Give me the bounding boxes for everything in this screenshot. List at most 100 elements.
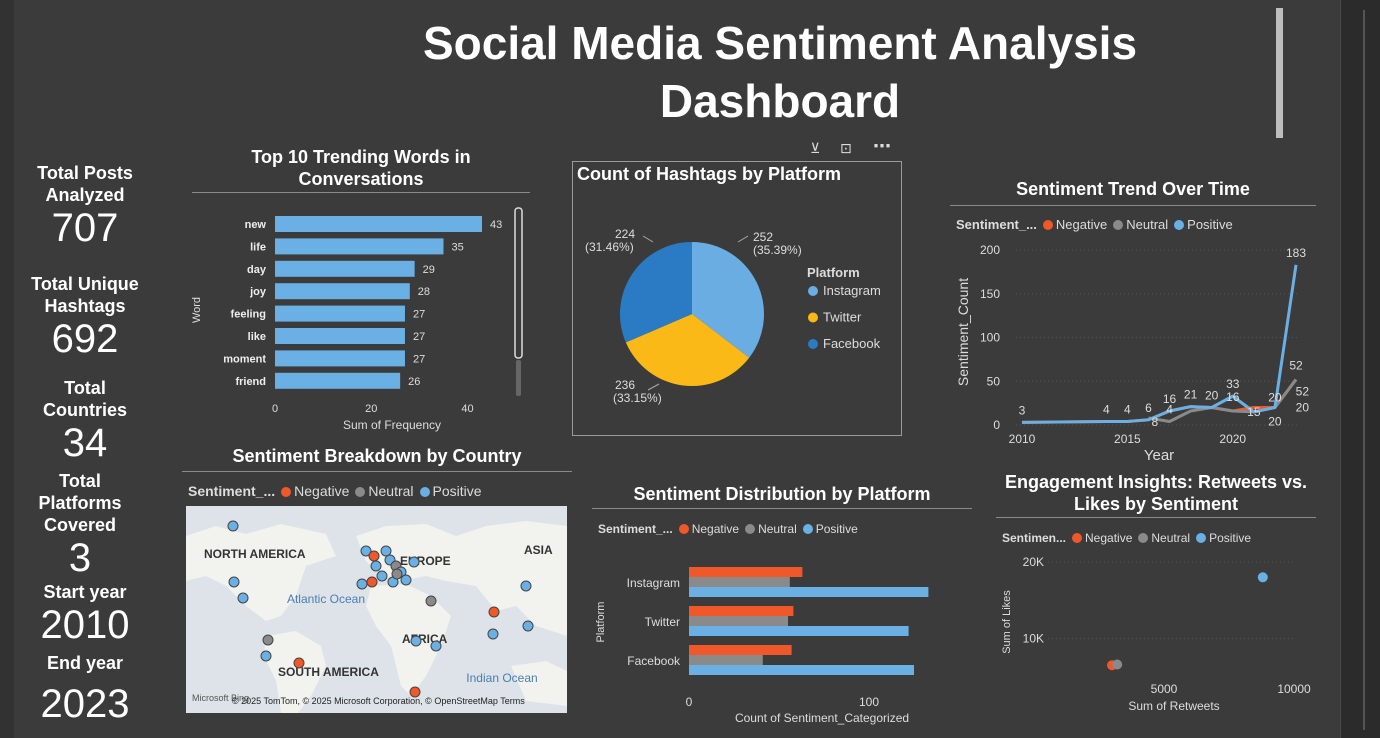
trend-data-label: 20	[1296, 401, 1310, 415]
trending-bar[interactable]	[275, 328, 405, 344]
trending-bar[interactable]	[275, 283, 410, 300]
map-marker[interactable]	[425, 595, 437, 607]
legend-item[interactable]: Negative	[1055, 217, 1108, 232]
trend-title: Sentiment Trend Over Time	[1016, 179, 1250, 199]
negative-dot-icon	[678, 524, 689, 534]
focus-mode-icon[interactable]: ⊡	[840, 140, 852, 156]
legend-item[interactable]: Neutral	[758, 522, 797, 536]
map-marker[interactable]	[262, 634, 274, 646]
pie-legend-item[interactable]: Twitter	[823, 310, 862, 325]
map-marker[interactable]	[409, 686, 421, 698]
map-attribution[interactable]: © 2025 TomTom, © 2025 Microsoft Corporat…	[232, 696, 525, 706]
trend-y-tick: 150	[980, 287, 1000, 301]
legend-field: Sentiment_...	[956, 217, 1037, 232]
distribution-bar-positive[interactable]	[689, 587, 929, 597]
pie-legend-item[interactable]: Facebook	[823, 336, 881, 351]
trend-data-label: 15	[1247, 405, 1261, 419]
more-options-icon[interactable]: ⋯	[873, 136, 891, 156]
neutral-dot-icon	[1113, 220, 1124, 230]
hashtags-pie-chart[interactable]: Platform 252 (35.39%) 236 (33.15%) 224 (…	[573, 190, 899, 430]
legend-item[interactable]: Neutral	[1126, 217, 1169, 232]
neutral-dot-icon	[745, 524, 756, 534]
distribution-bar-neutral[interactable]	[689, 655, 763, 665]
trending-bar[interactable]	[275, 350, 405, 367]
trending-scroll-track[interactable]	[516, 360, 521, 396]
map-marker[interactable]	[522, 620, 534, 632]
engagement-divider	[996, 517, 1316, 518]
distribution-bar-negative[interactable]	[689, 567, 803, 577]
legend-item[interactable]: Positive	[1209, 531, 1252, 545]
legend-item[interactable]: Negative	[691, 522, 740, 536]
map-marker[interactable]	[366, 576, 378, 588]
engagement-point-neutral[interactable]	[1112, 659, 1123, 670]
legend-item[interactable]: Negative	[1085, 531, 1133, 545]
pie-legend-item[interactable]: Instagram	[823, 283, 881, 298]
trending-bar[interactable]	[275, 216, 482, 232]
map-marker[interactable]	[408, 556, 420, 568]
distribution-bar-neutral[interactable]	[689, 616, 788, 626]
map-marker[interactable]	[237, 592, 249, 604]
trending-bar-chart[interactable]: Word Sum of Frequency new 43 life 35 day 29 jo…	[186, 200, 536, 436]
engagement-point-positive[interactable]	[1257, 572, 1268, 583]
legend-item[interactable]: Neutral	[1151, 531, 1191, 545]
trend-data-label: 183	[1286, 246, 1306, 260]
pie-slice[interactable]	[620, 242, 692, 343]
map-marker[interactable]	[488, 606, 500, 618]
legend-item[interactable]: Neutral	[368, 483, 414, 499]
distribution-bar-chart[interactable]: Platform Count of Sentiment_Categorized …	[592, 550, 972, 730]
map-marker[interactable]	[368, 550, 380, 562]
trending-data-label: 27	[413, 353, 425, 365]
engagement-scatter-chart[interactable]: Sum of Likes Sum of Retweets 10K 20K 5000 1…	[996, 550, 1326, 718]
positive-dot-icon	[1196, 533, 1207, 543]
kpi-label: Total Platforms Covered	[38, 471, 122, 535]
kpi-label: End year	[46, 653, 124, 673]
map-marker[interactable]	[400, 574, 412, 586]
trending-data-label: 29	[423, 264, 435, 276]
distribution-bar-negative[interactable]	[689, 606, 794, 616]
trend-y-tick: 0	[993, 418, 1000, 432]
map-marker[interactable]	[293, 657, 305, 669]
pie-legend-title: Platform	[807, 265, 860, 280]
trend-series-line-positive[interactable]	[1021, 264, 1298, 424]
map-marker[interactable]	[430, 640, 442, 652]
trend-data-label: 52	[1289, 359, 1303, 373]
trending-x-tick: 40	[461, 403, 473, 415]
legend-item[interactable]: Positive	[432, 483, 482, 499]
distribution-bar-positive[interactable]	[689, 626, 909, 636]
map-canvas[interactable]: NORTH AMERICA EUROPE ASIA Atlantic Ocean…	[186, 506, 567, 713]
filter-icon[interactable]: ⊻	[810, 140, 821, 156]
map-marker[interactable]	[410, 635, 422, 647]
distribution-bar-positive[interactable]	[689, 665, 914, 675]
trend-data-label: 4	[1124, 403, 1131, 417]
map-label-south-america: SOUTH AMERICA	[278, 665, 379, 679]
map-marker[interactable]	[376, 570, 388, 582]
legend-item[interactable]: Negative	[294, 483, 350, 499]
map-marker[interactable]	[260, 650, 272, 662]
trending-bar[interactable]	[275, 372, 401, 389]
map-marker[interactable]	[391, 568, 403, 580]
distribution-bar-negative[interactable]	[689, 645, 792, 655]
country-map[interactable]: NORTH AMERICA EUROPE ASIA Atlantic Ocean…	[186, 506, 567, 713]
distribution-bar-neutral[interactable]	[689, 577, 790, 587]
map-marker[interactable]	[356, 578, 368, 590]
legend-item[interactable]: Positive	[1187, 217, 1233, 232]
legend-item[interactable]: Positive	[815, 522, 858, 536]
map-marker[interactable]	[228, 576, 240, 588]
trending-data-label: 27	[413, 331, 425, 343]
trending-bar[interactable]	[275, 260, 415, 277]
trending-bar[interactable]	[275, 305, 405, 322]
map-marker[interactable]	[360, 545, 372, 557]
trending-scroll-thumb[interactable]	[514, 207, 523, 359]
pie-slice[interactable]	[692, 242, 764, 358]
canvas-scrollbar[interactable]	[1276, 8, 1283, 138]
map-marker[interactable]	[520, 580, 532, 592]
map-marker[interactable]	[227, 520, 239, 532]
trending-bar[interactable]	[275, 238, 444, 255]
pie-slice[interactable]	[625, 314, 750, 386]
hashtags-visual[interactable]	[572, 161, 902, 436]
map-marker[interactable]	[370, 560, 382, 572]
positive-dot-icon	[1174, 220, 1185, 230]
map-marker[interactable]	[487, 628, 499, 640]
map-marker[interactable]	[380, 545, 392, 557]
